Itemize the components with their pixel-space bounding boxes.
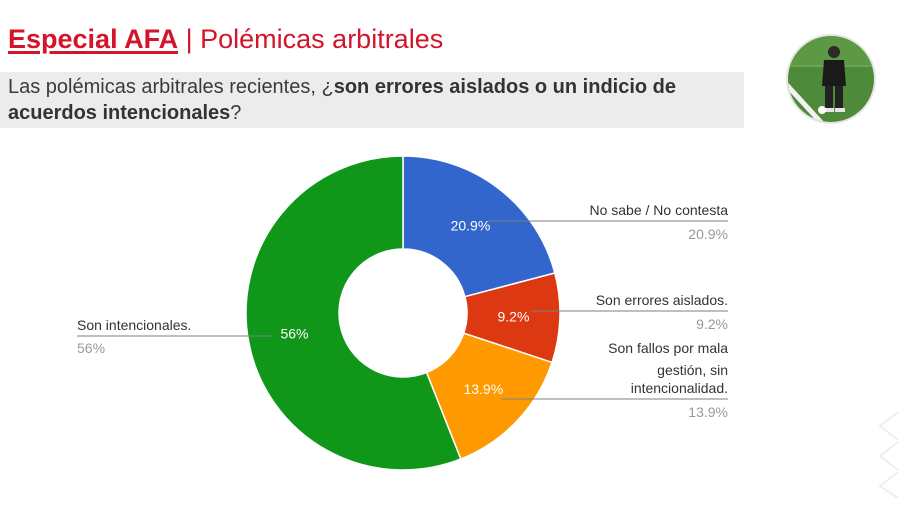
donut-slice-0 xyxy=(402,155,556,298)
slice-percent-2: 13.9% xyxy=(688,404,728,420)
question-text-end: ? xyxy=(230,102,242,124)
slice-data-label-1: 9.2% xyxy=(497,308,529,324)
question-text-bold: son errores aislados o un indicio de acu… xyxy=(8,76,677,124)
slice-data-label-2: 13.9% xyxy=(463,381,503,397)
donut-slice-2 xyxy=(425,332,553,460)
referee-photo xyxy=(788,36,874,122)
chevron-watermark-icon xyxy=(878,411,898,498)
page-title: Especial AFA | Polémicas arbitrales xyxy=(8,22,443,56)
slice-label-2-line-2: intencionalidad. xyxy=(631,380,728,396)
donut-slice-3 xyxy=(245,155,462,471)
brand-title: Especial AFA xyxy=(8,24,179,54)
slice-label-0-line-0: No sabe / No contesta xyxy=(589,202,728,218)
question-text-start: Las polémicas arbitrales recientes, ¿ xyxy=(8,76,334,98)
slice-label-3-line-0: Son intencionales. xyxy=(77,317,191,333)
slice-percent-3: 56% xyxy=(77,340,105,356)
referee-avatar xyxy=(788,36,874,122)
title-separator: | xyxy=(185,24,193,54)
slice-percent-1: 9.2% xyxy=(696,316,728,332)
slice-percent-0: 20.9% xyxy=(688,226,728,242)
survey-question: Las polémicas arbitrales recientes, ¿son… xyxy=(0,72,744,128)
slice-label-1-line-0: Son errores aislados. xyxy=(596,292,728,308)
slice-data-label-0: 20.9% xyxy=(451,217,491,233)
slice-data-label-3: 56% xyxy=(280,326,308,342)
page-subtitle: Polémicas arbitrales xyxy=(200,24,444,54)
slice-label-2-line-0: Son fallos por mala xyxy=(608,340,728,356)
slice-label-2-line-1: gestión, sin xyxy=(657,362,728,378)
